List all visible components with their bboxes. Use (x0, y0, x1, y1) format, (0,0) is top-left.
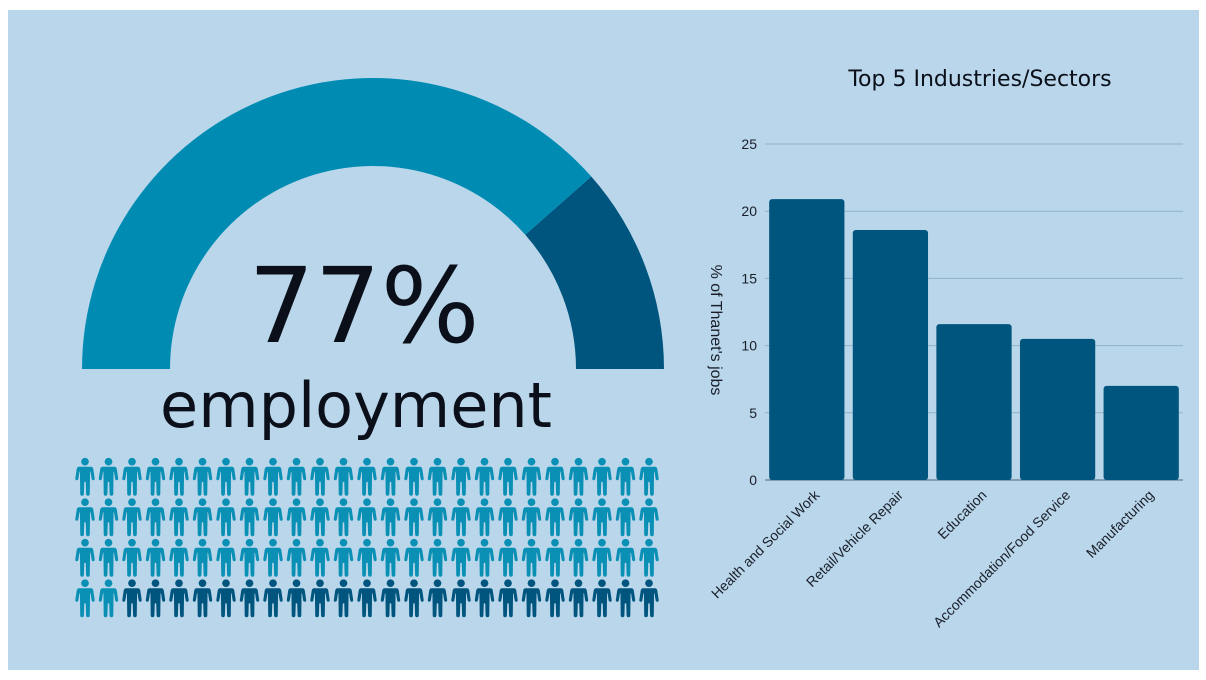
bar (852, 230, 929, 480)
gauge-remaining-arc (525, 176, 664, 369)
industries-bar-chart: Top 5 Industries/Sectors % of Thanet's j… (707, 67, 1183, 630)
y-tick-label: 10 (741, 338, 757, 354)
y-tick-labels: 0 5 10 15 20 25 (741, 136, 757, 488)
y-tick-label: 15 (741, 270, 757, 286)
bar (769, 199, 845, 480)
gauge-filled-arc (82, 78, 592, 370)
y-axis-label: % of Thanet's jobs (707, 265, 724, 396)
employment-caption: employment (160, 369, 552, 442)
employment-gauge: 77% employment (82, 78, 664, 442)
y-tick-label: 20 (741, 203, 757, 219)
x-tick-label: Health and Social Work (708, 486, 823, 601)
bar (936, 324, 1012, 480)
employment-percentage: 77% (248, 245, 479, 367)
y-tick-label: 5 (749, 405, 757, 421)
y-tick-label: 25 (741, 136, 757, 152)
bar (1019, 338, 1096, 480)
chart-title: Top 5 Industries/Sectors (847, 67, 1111, 92)
infographic-panel: 77% employment Top 5 Industries/Sectors … (8, 10, 1199, 670)
x-tick-label: Manufacturing (1083, 487, 1157, 561)
x-tick-label: Accommodation/Food Service (930, 487, 1074, 631)
bars (769, 199, 1179, 480)
x-tick-label: Education (934, 487, 989, 542)
bar (1103, 385, 1179, 480)
y-tick-label: 0 (749, 472, 757, 488)
